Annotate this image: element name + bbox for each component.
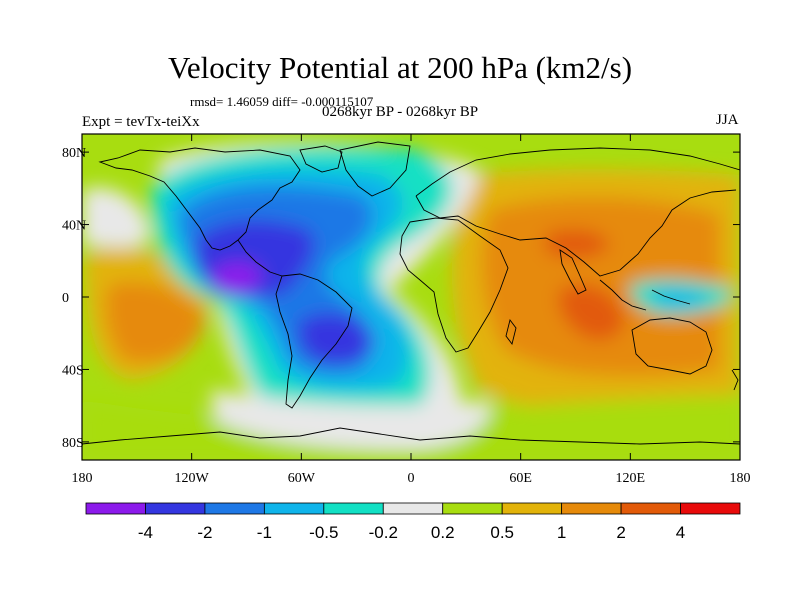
stats-label: rmsd= 1.46059 diff= -0.000115107 (190, 94, 374, 109)
colorbar-label: 0.5 (490, 523, 514, 542)
chart-title: Velocity Potential at 200 hPa (km2/s) (167, 50, 633, 85)
lon-tick-label: 180 (72, 471, 93, 486)
season-label: JJA (716, 112, 739, 128)
colorbar-label: -0.5 (309, 523, 338, 542)
latitude-axis: 80N 40N 0 40S 80S (62, 146, 740, 451)
colorbar: -4 -2 -1 -0.5 -0.2 0.2 0.5 1 2 4 (85, 502, 741, 542)
lon-tick-label: 120W (175, 471, 210, 486)
colorbar-segment (85, 502, 146, 515)
experiment-label: Expt = tevTx-teiXx (82, 114, 200, 130)
colorbar-segment (145, 502, 206, 515)
colorbar-label: 4 (676, 523, 685, 542)
lat-tick-label: 0 (62, 291, 69, 306)
colorbar-segment (561, 502, 622, 515)
longitude-axis: 180 120W 60W 0 60E 120E 180 (72, 134, 751, 486)
colorbar-label: 2 (616, 523, 625, 542)
colorbar-segment (263, 502, 325, 515)
lat-tick-label: 40S (62, 363, 84, 378)
colorbar-label: -1 (257, 523, 272, 542)
colorbar-label: -0.2 (369, 523, 398, 542)
lon-tick-label: 60E (509, 471, 532, 486)
colorbar-segment (204, 502, 265, 515)
lon-tick-label: 120E (616, 471, 646, 486)
colorbar-label: 0.2 (431, 523, 455, 542)
colorbar-segment (323, 502, 384, 515)
lon-tick-label: 60W (288, 471, 316, 486)
lon-tick-label: 0 (408, 471, 415, 486)
colorbar-segment (620, 502, 681, 515)
colorbar-segment (442, 502, 503, 515)
lon-tick-label: 180 (730, 471, 751, 486)
lat-tick-label: 40N (62, 219, 86, 234)
colorbar-label: -4 (138, 523, 153, 542)
velocity-potential-field (82, 134, 740, 460)
lat-tick-label: 80S (62, 436, 84, 451)
colorbar-label: -2 (197, 523, 212, 542)
period-label: 0268kyr BP - 0268kyr BP (322, 104, 479, 120)
colorbar-segment (501, 502, 563, 515)
coastlines (82, 141, 740, 445)
colorbar-segment (382, 502, 444, 515)
colorbar-label: 1 (557, 523, 566, 542)
lat-tick-label: 80N (62, 146, 86, 161)
colorbar-segment (680, 502, 741, 515)
